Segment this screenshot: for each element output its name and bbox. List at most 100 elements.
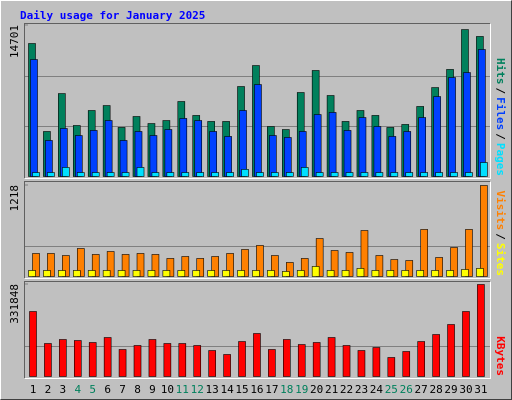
bar (356, 268, 365, 277)
bar (373, 126, 382, 177)
bar (226, 253, 234, 277)
bar (192, 270, 201, 277)
bar (300, 167, 309, 177)
plot-bevel-dark (24, 23, 491, 179)
x-tick-label: 4 (74, 383, 81, 396)
bar (166, 258, 175, 277)
bar (118, 349, 127, 377)
x-tick-label: 28 (429, 383, 442, 396)
bar (283, 339, 291, 377)
x-tick-label: 9 (149, 383, 156, 396)
bar (45, 140, 53, 177)
bar (136, 167, 145, 177)
x-tick-label: 3 (60, 383, 67, 396)
legend-entry: Hits (494, 58, 507, 85)
bar (345, 172, 354, 177)
bar (91, 254, 100, 277)
bar (271, 255, 279, 277)
x-tick-label: 16 (250, 383, 263, 396)
bar (463, 72, 471, 177)
legend: KBytes (494, 336, 507, 376)
bar (286, 172, 294, 177)
x-tick-label: 24 (370, 383, 384, 396)
legend-separator: / (494, 133, 507, 140)
y-tick-label: 1218 (8, 185, 21, 212)
bar (178, 343, 187, 377)
legend-entry: Visits (494, 191, 507, 231)
bar (405, 172, 414, 177)
bar (286, 262, 294, 277)
x-tick-label: 31 (474, 383, 487, 396)
bar (256, 245, 264, 277)
x-tick-label: 29 (444, 383, 457, 396)
bar (360, 172, 369, 177)
bar (207, 270, 215, 277)
legend-entry: Sites (494, 243, 507, 276)
bar (418, 117, 426, 177)
bar (345, 252, 354, 277)
bar (47, 253, 55, 277)
bar (119, 140, 128, 177)
bar (450, 247, 458, 277)
bar (47, 172, 55, 177)
legend-entry: Pages (494, 143, 507, 176)
bar (253, 333, 261, 377)
bar (28, 270, 36, 277)
bar (403, 131, 412, 177)
bar (164, 129, 173, 177)
bar (420, 172, 428, 177)
bar (375, 255, 384, 277)
bar (358, 117, 367, 177)
bar (177, 270, 186, 277)
bar (136, 253, 145, 277)
bar (76, 248, 85, 277)
x-tick-label: 18 (280, 383, 293, 396)
bar (297, 344, 306, 377)
bar (209, 131, 217, 177)
bar (267, 270, 275, 277)
plot-bevel-light (24, 281, 491, 379)
bar (224, 136, 232, 177)
bar (181, 256, 190, 277)
bar (211, 256, 219, 277)
bar (163, 343, 172, 377)
bar (405, 260, 414, 277)
bar (401, 270, 410, 277)
x-tick-label: 26 (400, 383, 413, 396)
bar (103, 337, 112, 377)
bar (341, 270, 350, 277)
plot-bevel-dark (24, 181, 491, 279)
bar (133, 345, 142, 377)
bar (330, 250, 339, 277)
bar (343, 130, 352, 177)
x-tick-label: 2 (45, 383, 52, 396)
bar (478, 49, 486, 177)
bar (450, 172, 458, 177)
x-tick-label: 23 (355, 383, 368, 396)
bar (417, 341, 425, 377)
x-tick-label: 25 (385, 383, 398, 396)
y-tick-label: 331848 (8, 284, 21, 324)
bar (151, 172, 160, 177)
bar (313, 114, 322, 177)
bar (252, 270, 260, 277)
x-tick-label: 27 (415, 383, 428, 396)
bar (387, 357, 396, 377)
bar (44, 343, 52, 377)
bar (211, 172, 219, 177)
y-tick-label: 14701 (8, 25, 21, 58)
bar (62, 167, 70, 177)
bar (29, 311, 37, 377)
chart-title: Daily usage for January 2025 (20, 9, 205, 22)
x-tick-label: 20 (310, 383, 323, 396)
bar (196, 172, 205, 177)
bar (402, 351, 411, 377)
bar (88, 342, 97, 377)
bar (476, 268, 484, 277)
bar (194, 120, 203, 177)
bar (32, 253, 40, 277)
bar (148, 339, 157, 377)
bar (59, 339, 67, 377)
